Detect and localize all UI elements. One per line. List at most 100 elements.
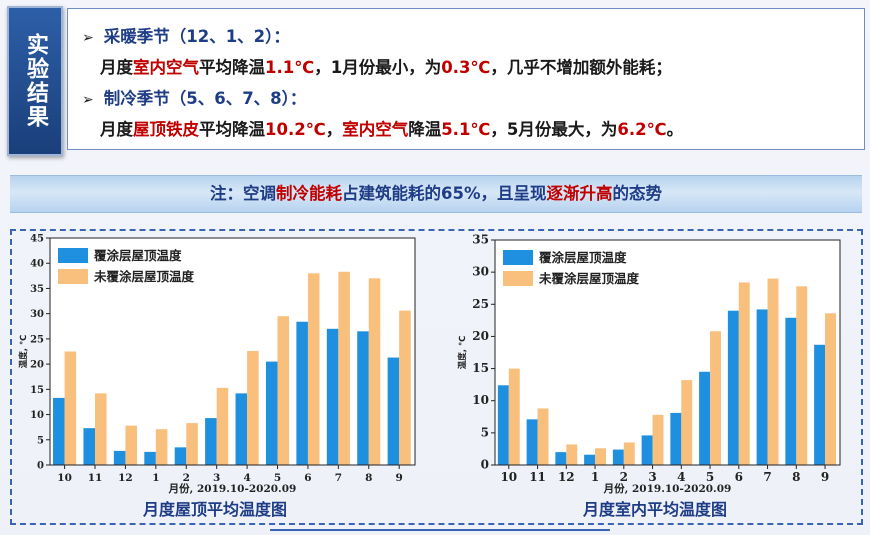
bar-coated (235, 393, 248, 465)
bar-coated (357, 331, 369, 465)
highlighted-text: 室内空气 (133, 58, 199, 77)
legend-swatch (58, 269, 88, 284)
y-tick-label: 20 (30, 360, 44, 371)
bar-uncoated (796, 286, 808, 465)
bar-uncoated (277, 316, 290, 465)
text-segment: ，几乎不增加额外能耗； (490, 58, 672, 77)
bar-coated (265, 361, 278, 465)
x-tick-label: 5 (706, 470, 714, 484)
x-tick-label: 9 (821, 470, 829, 484)
x-tick-label: 5 (274, 472, 281, 484)
section-label: 实验结果 (7, 6, 63, 156)
text-segment: 降温 (408, 120, 442, 139)
y-tick-label: 5 (37, 435, 44, 446)
bar-uncoated (652, 414, 664, 465)
cooling-season-detail: 月度屋顶铁皮平均降温10.2℃，室内空气降温5.1℃，5月份最大，为6.2℃。 (82, 114, 864, 145)
text-segment: 平均降温 (199, 58, 265, 77)
bar-uncoated (508, 368, 520, 465)
bar-uncoated (307, 273, 320, 465)
bar-uncoated (125, 425, 137, 465)
y-tick-label: 40 (30, 259, 44, 270)
bar-uncoated (64, 351, 77, 465)
text-segment: ， (325, 120, 343, 139)
bar-coated (296, 321, 308, 465)
text-segment: ，1月份最小，为 (314, 58, 442, 77)
bar-uncoated (247, 350, 259, 465)
x-tick-label: 6 (735, 470, 743, 484)
highlighted-text: 屋顶铁皮 (133, 120, 199, 139)
bar-coated (526, 419, 538, 465)
y-tick-label: 45 (30, 234, 44, 245)
x-tick-label: 12 (118, 472, 133, 484)
bar-uncoated (681, 380, 693, 465)
y-axis-label: 温度, ℃ (457, 336, 468, 369)
bar-coated (555, 452, 567, 465)
y-tick-label: 35 (472, 233, 489, 247)
highlighted-text: 逐渐升高 (546, 184, 613, 203)
legend-label: 覆涂层屋顶温度 (538, 250, 627, 265)
x-tick-label: 7 (335, 472, 342, 484)
x-tick-label: 10 (500, 470, 517, 484)
y-tick-label: 10 (472, 393, 489, 407)
note-banner: 注：空调制冷能耗占建筑能耗的65%，且呈现逐渐升高的态势 (10, 175, 862, 213)
bottom-divider (270, 529, 610, 531)
bar-uncoated (338, 271, 350, 465)
x-tick-label: 4 (243, 472, 250, 484)
roof-chart-caption: 月度屋顶平均温度图 (142, 500, 287, 519)
text-segment: 。 (666, 120, 684, 139)
highlighted-text: 室内空气 (342, 120, 409, 139)
x-tick-label: 1 (152, 472, 159, 484)
highlighted-text: 5.1℃ (441, 120, 491, 139)
y-tick-label: 15 (30, 385, 44, 396)
text-segment: 月度 (100, 58, 133, 77)
plot-border (49, 237, 416, 466)
x-tick-label: 12 (558, 470, 575, 484)
bar-uncoated (738, 282, 750, 465)
plot-border (494, 239, 841, 466)
bar-uncoated (710, 331, 721, 465)
plot-area (495, 240, 840, 465)
x-tick-label: 7 (763, 470, 771, 484)
x-tick-label: 2 (183, 472, 190, 484)
bar-uncoated (186, 423, 198, 465)
bar-coated (497, 385, 509, 465)
y-tick-label: 30 (30, 309, 44, 320)
results-panel: ➢ 采暖季节（12、1、2）： 月度室内空气平均降温1.1℃，1月份最小，为0.3… (67, 8, 865, 150)
bar-coated (326, 328, 339, 465)
bar-uncoated (368, 278, 381, 465)
x-tick-label: 11 (88, 472, 103, 484)
x-tick-label: 3 (213, 472, 220, 484)
bar-uncoated (399, 310, 411, 465)
bar-coated (699, 371, 711, 465)
bar-uncoated (537, 408, 549, 465)
x-tick-label: 9 (396, 472, 403, 484)
highlighted-text: 制冷能耗 (276, 184, 342, 203)
y-tick-label: 35 (30, 284, 44, 295)
x-tick-label: 11 (529, 470, 546, 484)
bar-coated (584, 454, 596, 465)
x-tick-label: 10 (57, 472, 72, 484)
bar-uncoated (767, 278, 779, 465)
legend-swatch (503, 271, 533, 286)
bar-coated (785, 317, 797, 465)
y-tick-label: 25 (30, 334, 44, 345)
arrow-bullet-icon: ➢ (82, 92, 94, 108)
legend-label: 覆涂层屋顶温度 (93, 248, 182, 263)
highlighted-text: 10.2℃ (265, 120, 326, 139)
bar-coated (387, 357, 400, 465)
text-segment: 的态势 (612, 184, 663, 203)
bar-uncoated (623, 442, 635, 465)
bar-coated (612, 449, 624, 465)
plot-area (50, 238, 415, 465)
highlighted-text: 6.2℃ (617, 120, 667, 139)
highlighted-text: 0.3℃ (441, 58, 491, 77)
y-axis-label: 温度, ℃ (18, 335, 29, 368)
y-tick-label: 0 (481, 458, 489, 472)
bar-coated (113, 450, 126, 465)
heating-season-heading: ➢ 采暖季节（12、1、2）： (82, 21, 864, 52)
x-tick-label: 6 (304, 472, 311, 484)
x-tick-label: 8 (365, 472, 372, 484)
legend-label: 未覆涂层屋顶温度 (93, 269, 195, 284)
bar-coated (205, 418, 217, 465)
